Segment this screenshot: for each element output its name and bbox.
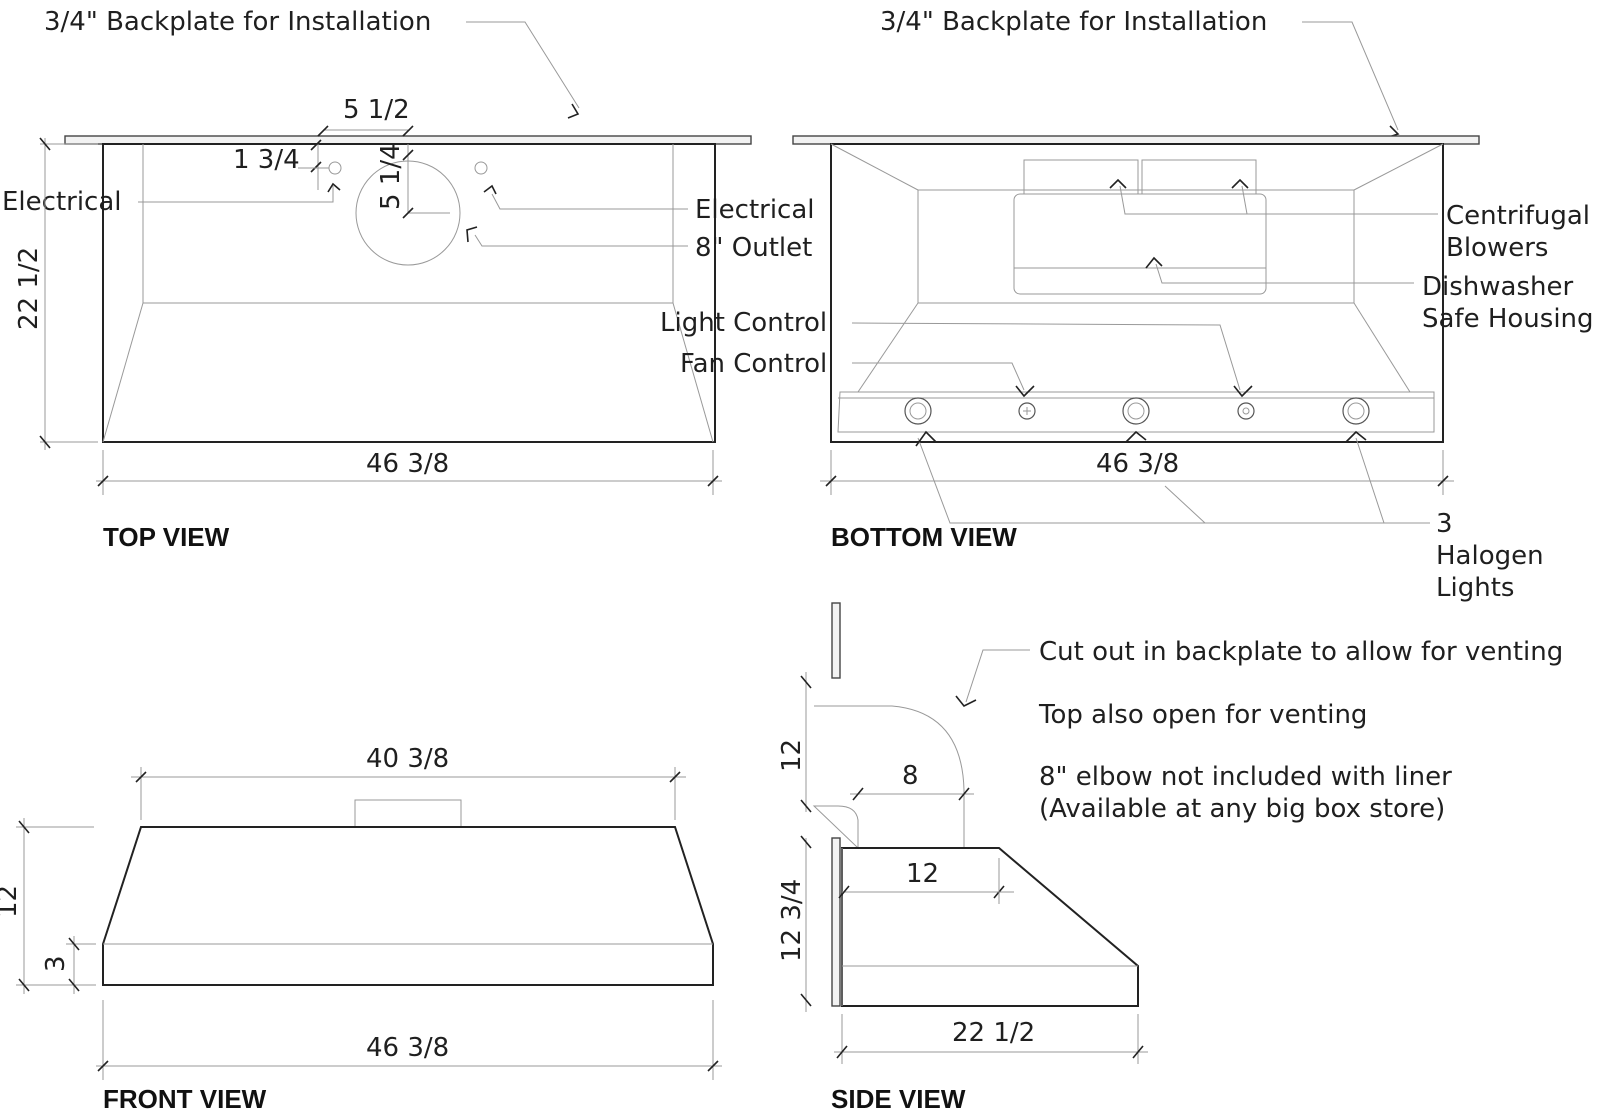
bottom-backplate-leader [1302, 21, 1399, 131]
front-height-dim: 12 [0, 885, 23, 918]
bottom-backplate-label: 3/4" Backplate for Installation [880, 7, 1267, 37]
halogen-light-3 [1342, 397, 1370, 425]
side-note-3-line1: 8" elbow not included with liner [1039, 762, 1452, 792]
front-hood-outline [102, 826, 714, 986]
top-electrical-right-dot [474, 161, 488, 175]
top-outlet-depth-dim: 5 1/4 [376, 143, 406, 210]
top-backplate-arrow [567, 103, 580, 119]
lights-label-line3: Lights [1436, 573, 1514, 603]
top-electrical-right-label: Electrical [695, 195, 815, 225]
bottom-hood-outline [830, 143, 1444, 443]
side-note-2: Top also open for venting [1038, 700, 1367, 730]
top-outlet-offset-dim: 5 1/2 [343, 95, 410, 125]
halogen-light-2 [1122, 397, 1150, 425]
top-backplate-leader [466, 21, 580, 109]
front-view-title: FRONT VIEW [103, 1084, 267, 1110]
side-elbow-height-dim: 12 [777, 739, 807, 772]
side-view: 12 8 12 12 3/4 22 1/2 Cut out in backpla… [777, 602, 1563, 1110]
bottom-view: 3/4" Backplate for Installation [660, 7, 1594, 603]
blowers-label-line2: Blowers [1446, 233, 1548, 263]
top-backplate-label: 3/4" Backplate for Installation [44, 7, 431, 37]
side-hood-outline [841, 847, 1139, 1007]
bottom-width-dim: 46 3/8 [1096, 449, 1179, 479]
front-band-dim: 3 [41, 955, 71, 972]
bottom-backplate [792, 135, 1480, 145]
side-elbow-width-dim: 8 [902, 761, 919, 791]
bottom-view-title: BOTTOM VIEW [831, 522, 1017, 552]
top-backplate [64, 135, 752, 145]
side-view-title: SIDE VIEW [831, 1084, 966, 1110]
top-view-title: TOP VIEW [103, 522, 230, 552]
top-electrical-offset-dim: 1 3/4 [233, 145, 300, 175]
top-depth-dim: 22 1/2 [14, 247, 44, 330]
side-backplate-upper [831, 602, 841, 679]
dishwasher-safe-housing [1013, 193, 1267, 295]
lights-label-line2: Halogen [1436, 541, 1544, 571]
fan-control-knob [1018, 402, 1036, 420]
fan-control-label: Fan Control [680, 349, 827, 379]
side-note-1: Cut out in backplate to allow for ventin… [1039, 637, 1563, 667]
front-top-width-dim: 40 3/8 [366, 744, 449, 774]
front-bottom-width-dim: 46 3/8 [366, 1033, 449, 1063]
front-elbow-stub [354, 799, 462, 828]
blowers-label-line1: Centrifugal [1446, 201, 1590, 231]
control-strip [837, 391, 1435, 433]
housing-label-line2: Safe Housing [1422, 304, 1594, 334]
side-backplate-lower [831, 837, 841, 1007]
light-control-label: Light Control [660, 308, 827, 338]
blower-right [1141, 159, 1257, 195]
top-electrical-left-dot [328, 161, 342, 175]
front-view: 40 3/8 12 3 46 3/8 FRONT VIEW [0, 744, 722, 1110]
side-elbow [812, 705, 965, 850]
top-view: 3/4" Backplate for Installation 5 1/2 5 … [2, 7, 815, 552]
light-control-knob [1237, 402, 1255, 420]
top-width-dim: 46 3/8 [366, 449, 449, 479]
halogen-light-1 [904, 397, 932, 425]
top-hood-outline [102, 143, 716, 443]
side-top-depth-dim: 12 [906, 859, 939, 889]
side-note-3-line2: (Available at any big box store) [1039, 794, 1445, 824]
top-electrical-left-label: Electrical [2, 187, 122, 217]
top-outlet-label: 8" Outlet [695, 233, 812, 263]
housing-label-line1: Dishwasher [1422, 272, 1573, 302]
lights-label-line1: 3 [1436, 509, 1453, 539]
side-depth-dim: 22 1/2 [952, 1018, 1035, 1048]
side-height-dim: 12 3/4 [777, 879, 807, 962]
